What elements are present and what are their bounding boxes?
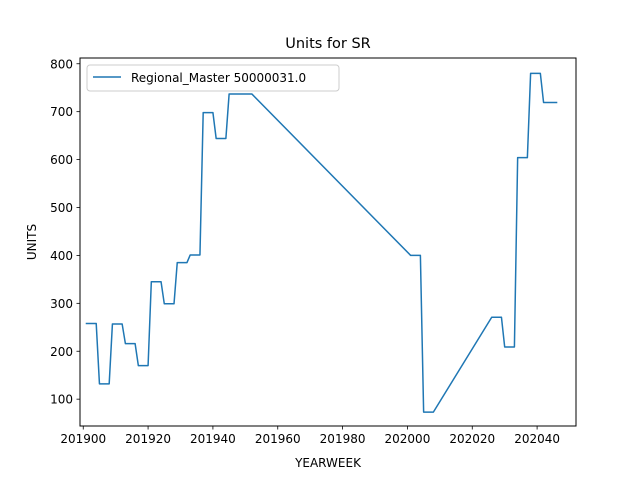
x-axis-label: YEARWEEK bbox=[294, 456, 362, 470]
y-tick-label: 300 bbox=[50, 297, 73, 311]
series-line bbox=[85, 72, 558, 413]
x-tick-label: 202020 bbox=[449, 432, 495, 446]
y-tick-label: 100 bbox=[50, 393, 73, 407]
y-tick-label: 600 bbox=[50, 153, 73, 167]
x-tick-label: 201940 bbox=[190, 432, 236, 446]
axes-frame bbox=[79, 57, 577, 427]
x-tick-label: 201920 bbox=[125, 432, 171, 446]
legend-box bbox=[86, 64, 340, 92]
x-tick-label: 202000 bbox=[385, 432, 431, 446]
chart-title: Units for SR bbox=[285, 36, 371, 52]
y-tick-label: 500 bbox=[50, 201, 73, 215]
x-tick-label: 201960 bbox=[255, 432, 301, 446]
legend: Regional_Master 50000031.0 bbox=[86, 64, 340, 92]
y-axis-label: UNITS bbox=[25, 224, 39, 260]
x-tick-label: 201980 bbox=[320, 432, 366, 446]
y-tick-label: 400 bbox=[50, 249, 73, 263]
y-tick-label: 800 bbox=[50, 57, 73, 71]
x-tick-label: 201900 bbox=[60, 432, 106, 446]
y-tick-label: 200 bbox=[50, 345, 73, 359]
x-tick-label: 202040 bbox=[514, 432, 560, 446]
plot-area bbox=[79, 57, 577, 427]
legend-label: Regional_Master 50000031.0 bbox=[131, 71, 306, 85]
y-axis: 100 200 300 400 500 600 700 800 bbox=[50, 57, 80, 407]
y-tick-label: 700 bbox=[50, 105, 73, 119]
x-axis: 201900 201920 201940 201960 201980 202000 2020… bbox=[60, 426, 560, 446]
series-layer bbox=[85, 72, 558, 413]
